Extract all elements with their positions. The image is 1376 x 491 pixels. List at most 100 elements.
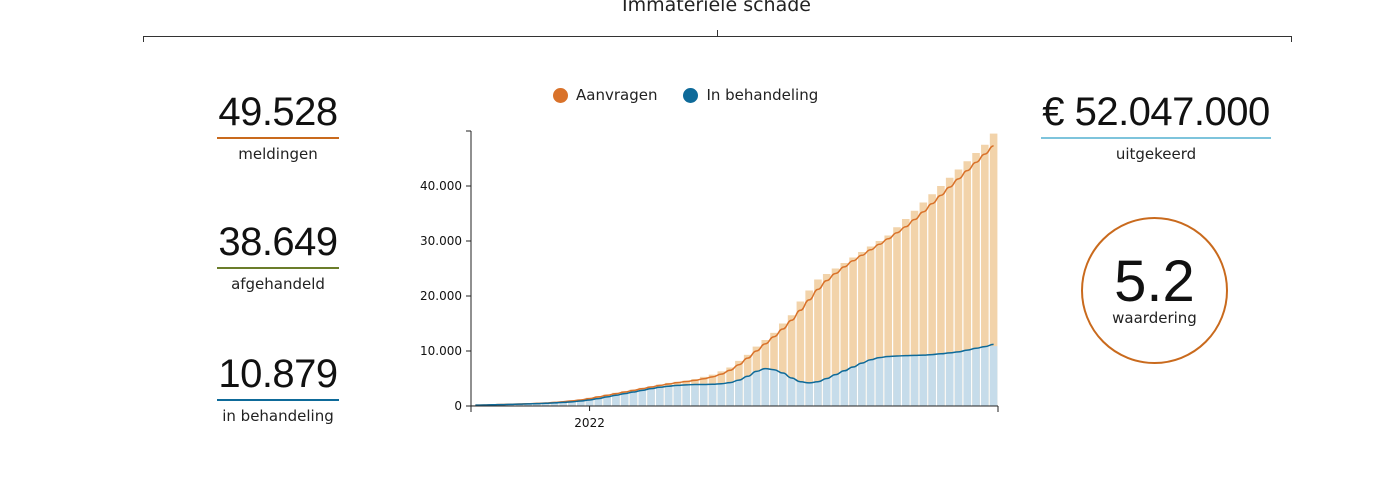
kpi-in-behandeling-label: in behandeling — [222, 407, 334, 425]
bar-in-behandeling — [840, 370, 849, 406]
kpi-afgehandeld-value: 38.649 — [217, 220, 339, 269]
y-tick-label: 0 — [454, 399, 462, 413]
bar-in-behandeling — [849, 366, 857, 406]
line-in-behandeling — [475, 343, 994, 406]
bar-in-behandeling — [954, 351, 963, 406]
bar-in-behandeling — [752, 371, 761, 406]
bar-in-behandeling — [814, 381, 822, 406]
bar-in-behandeling — [735, 380, 743, 406]
kpi-meldingen-value: 49.528 — [217, 90, 339, 139]
bar-in-behandeling — [647, 388, 655, 406]
bar-in-behandeling — [699, 384, 708, 406]
bar-in-behandeling — [568, 401, 576, 406]
legend-item-aanvragen: Aanvragen — [553, 86, 657, 104]
kpi-in-behandeling-value: 10.879 — [217, 352, 339, 401]
kpi-meldingen-label: meldingen — [238, 145, 318, 163]
bar-in-behandeling — [901, 355, 910, 406]
bar-in-behandeling — [981, 346, 989, 406]
bar-in-behandeling — [787, 377, 796, 406]
bar-aanvragen — [928, 194, 936, 406]
y-tick-label: 10.000 — [420, 344, 462, 358]
bar-aanvragen — [822, 274, 831, 406]
bar-in-behandeling — [708, 384, 717, 406]
bar-in-behandeling — [963, 350, 972, 406]
bar-in-behandeling — [858, 363, 866, 406]
bar-in-behandeling — [831, 374, 840, 406]
bar-in-behandeling — [761, 368, 770, 406]
legend-dot-aanvragen — [553, 87, 568, 103]
legend-item-in-behandeling: In behandeling — [683, 86, 818, 104]
bar-aanvragen — [910, 210, 919, 406]
bar-in-behandeling — [541, 403, 550, 406]
y-tick-label: 30.000 — [420, 234, 462, 248]
kpi-afgehandeld-label: afgehandeld — [231, 275, 325, 293]
bar-aanvragen — [779, 323, 787, 406]
bar-in-behandeling — [682, 384, 690, 406]
bar-in-behandeling — [972, 348, 980, 406]
y-tick-label: 20.000 — [420, 289, 462, 303]
kpi-in-behandeling: 10.879 in behandeling — [188, 352, 368, 425]
bar-in-behandeling — [822, 378, 831, 406]
bar-aanvragen — [849, 257, 857, 406]
bar-aanvragen — [840, 263, 849, 406]
bar-aanvragen — [972, 153, 980, 406]
bar-aanvragen — [945, 177, 954, 406]
rating-circle: 5.2 waardering — [1081, 217, 1228, 364]
bar-in-behandeling — [656, 387, 664, 406]
kpi-afgehandeld: 38.649 afgehandeld — [188, 220, 368, 293]
bar-aanvragen — [875, 241, 884, 406]
bar-in-behandeling — [779, 373, 787, 406]
bar-in-behandeling — [594, 398, 603, 406]
rating-value: 5.2 — [1114, 249, 1195, 314]
bar-aanvragen — [989, 133, 998, 406]
kpi-meldingen: 49.528 meldingen — [188, 90, 368, 163]
bar-in-behandeling — [533, 403, 541, 406]
x-tick-label: 2022 — [574, 416, 605, 430]
section-title: Immateriële schade — [622, 0, 811, 16]
bar-in-behandeling — [945, 352, 954, 406]
kpi-uitgekeerd-label: uitgekeerd — [1115, 145, 1197, 163]
section-bracket — [143, 30, 1292, 42]
bar-aanvragen — [805, 290, 813, 406]
bar-in-behandeling — [638, 390, 647, 406]
kpi-uitgekeerd: € 52.047.000 uitgekeerd — [1030, 90, 1282, 163]
bar-aanvragen — [866, 246, 875, 406]
bar-aanvragen — [963, 161, 972, 406]
bar-in-behandeling — [585, 399, 594, 406]
bar-in-behandeling — [717, 383, 726, 406]
bar-in-behandeling — [577, 401, 585, 406]
bar-in-behandeling — [989, 346, 998, 406]
bar-in-behandeling — [893, 355, 901, 406]
bar-in-behandeling — [524, 403, 532, 406]
bar-aanvragen — [787, 315, 796, 406]
bar-in-behandeling — [691, 384, 699, 406]
bar-in-behandeling — [928, 354, 936, 406]
bar-in-behandeling — [673, 385, 682, 406]
bar-in-behandeling — [629, 391, 638, 406]
bar-in-behandeling — [875, 357, 884, 406]
bar-in-behandeling — [884, 356, 892, 406]
bar-aanvragen — [954, 169, 963, 406]
bar-aanvragen — [814, 279, 822, 406]
bar-in-behandeling — [550, 402, 559, 406]
bar-aanvragen — [893, 227, 901, 406]
bar-in-behandeling — [937, 353, 945, 406]
bar-aanvragen — [981, 144, 989, 406]
y-tick-label: 40.000 — [420, 179, 462, 193]
bar-aanvragen — [858, 252, 866, 406]
bar-in-behandeling — [559, 402, 568, 406]
bar-aanvragen — [919, 202, 928, 406]
bar-aanvragen — [884, 235, 892, 406]
bar-in-behandeling — [620, 393, 629, 406]
rating-label: waardering — [1112, 309, 1197, 327]
bar-in-behandeling — [603, 396, 611, 406]
legend-label-aanvragen: Aanvragen — [576, 86, 658, 104]
chart-legend: Aanvragen In behandeling — [553, 86, 818, 104]
bar-in-behandeling — [506, 404, 515, 406]
kpi-uitgekeerd-value: € 52.047.000 — [1041, 90, 1271, 139]
legend-dot-in-behandeling — [683, 87, 699, 103]
bar-in-behandeling — [726, 382, 734, 406]
bar-in-behandeling — [770, 369, 778, 406]
bar-in-behandeling — [612, 395, 620, 406]
